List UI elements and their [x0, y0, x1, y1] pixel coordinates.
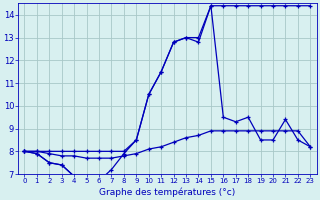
- X-axis label: Graphe des températures (°c): Graphe des températures (°c): [99, 187, 236, 197]
